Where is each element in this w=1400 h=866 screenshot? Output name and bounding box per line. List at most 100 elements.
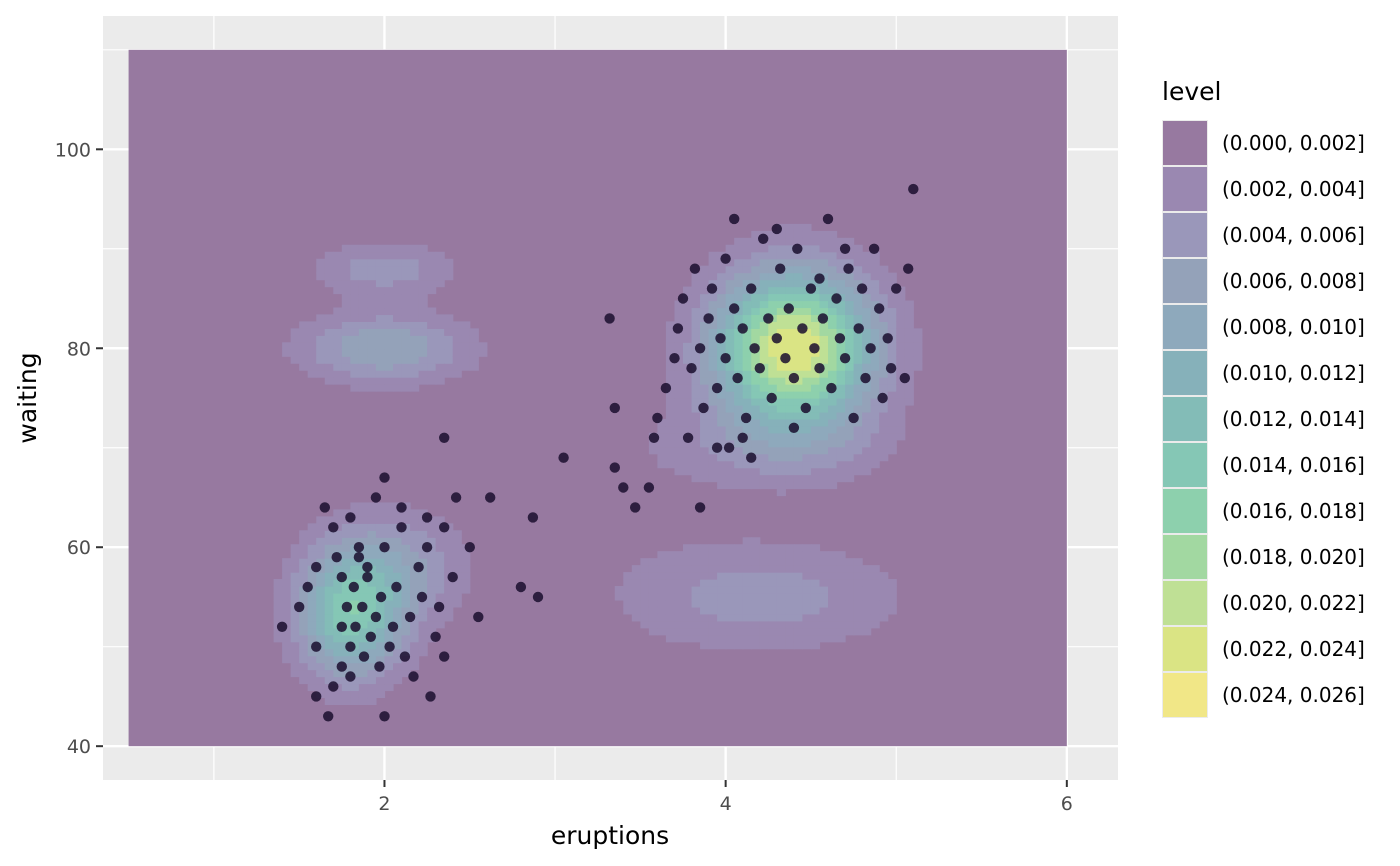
density-cell	[879, 439, 889, 448]
density-cell	[819, 565, 829, 573]
density-cell	[350, 370, 360, 378]
density-cell	[828, 613, 838, 622]
density-cell	[853, 620, 863, 629]
density-cell	[324, 579, 334, 587]
data-point	[379, 542, 390, 553]
density-cell	[657, 572, 667, 580]
density-cell	[708, 307, 718, 316]
density-cell	[367, 293, 377, 302]
density-cell	[904, 363, 914, 371]
density-cell	[759, 634, 769, 643]
density-cell	[444, 551, 454, 559]
density-cell	[418, 258, 428, 267]
density-cell	[717, 300, 727, 309]
density-cell	[700, 307, 710, 316]
density-cell	[785, 558, 795, 566]
density-cell	[819, 551, 829, 559]
density-cell	[802, 572, 812, 580]
density-cell	[375, 342, 386, 350]
density-cell	[418, 606, 428, 615]
density-cell	[640, 620, 650, 629]
density-cell	[461, 321, 471, 329]
density-cell	[333, 509, 343, 517]
density-cell	[324, 363, 334, 371]
data-point	[404, 611, 416, 623]
density-cell	[418, 579, 428, 587]
density-cell	[350, 613, 360, 622]
density-cell	[401, 377, 411, 385]
density-cell	[717, 314, 727, 322]
density-cell	[640, 599, 650, 608]
density-cell	[367, 662, 377, 671]
density-cell	[853, 460, 863, 469]
density-cell	[435, 565, 445, 573]
density-cell	[793, 544, 804, 552]
density-cell	[341, 544, 351, 552]
density-cell	[674, 558, 684, 566]
density-cell	[700, 606, 710, 615]
density-cell	[819, 335, 829, 343]
density-cell	[742, 579, 752, 587]
density-cell	[700, 634, 710, 643]
density-cell	[452, 599, 462, 608]
density-cell	[282, 586, 292, 594]
density-cell	[793, 411, 804, 420]
density-cell	[708, 467, 718, 476]
density-cell	[853, 342, 863, 350]
density-cell	[316, 551, 326, 559]
density-cell	[700, 627, 710, 636]
data-point	[800, 402, 811, 414]
density-cell	[358, 349, 369, 357]
density-cell	[819, 251, 829, 260]
density-cell	[410, 572, 420, 580]
density-cell	[307, 349, 317, 357]
density-cell	[444, 328, 454, 336]
density-cell	[367, 321, 377, 329]
density-cell	[435, 579, 445, 587]
density-cell	[393, 509, 403, 517]
density-cell	[793, 481, 804, 490]
density-cell	[810, 321, 821, 329]
density-cell	[384, 606, 394, 615]
density-cell	[282, 592, 292, 601]
density-cell	[393, 384, 403, 392]
density-cell	[793, 572, 804, 580]
density-cell	[683, 377, 693, 385]
density-cell	[768, 286, 778, 295]
density-cell	[410, 537, 420, 545]
density-cell	[333, 627, 343, 636]
density-cell	[836, 286, 846, 295]
density-cell	[810, 258, 821, 267]
density-cell	[879, 342, 889, 350]
density-cell	[810, 586, 821, 594]
density-cell	[358, 634, 369, 643]
density-cell	[341, 363, 351, 371]
density-cell	[375, 530, 386, 538]
density-cell	[708, 558, 718, 566]
density-cell	[401, 599, 411, 608]
density-cell	[802, 391, 812, 399]
density-cell	[862, 446, 872, 455]
density-cell	[418, 356, 428, 364]
data-point	[416, 591, 428, 603]
density-cell	[862, 592, 872, 601]
density-cell	[717, 279, 727, 288]
density-cell	[734, 592, 744, 601]
data-point	[899, 372, 910, 384]
density-cell	[700, 265, 710, 274]
legend-label: (0.012, 0.014]	[1222, 407, 1365, 431]
density-cell	[802, 558, 812, 566]
density-cell	[333, 544, 343, 552]
density-cell	[367, 251, 377, 260]
density-cell	[734, 544, 744, 552]
density-cell	[802, 244, 812, 253]
density-cell	[350, 377, 360, 385]
density-cell	[836, 586, 846, 594]
density-cell	[393, 349, 403, 357]
density-cell	[427, 572, 437, 580]
density-cell	[427, 307, 437, 316]
density-cell	[324, 314, 334, 322]
density-cell	[299, 572, 309, 580]
density-cell	[299, 599, 309, 608]
density-cell	[307, 537, 317, 545]
